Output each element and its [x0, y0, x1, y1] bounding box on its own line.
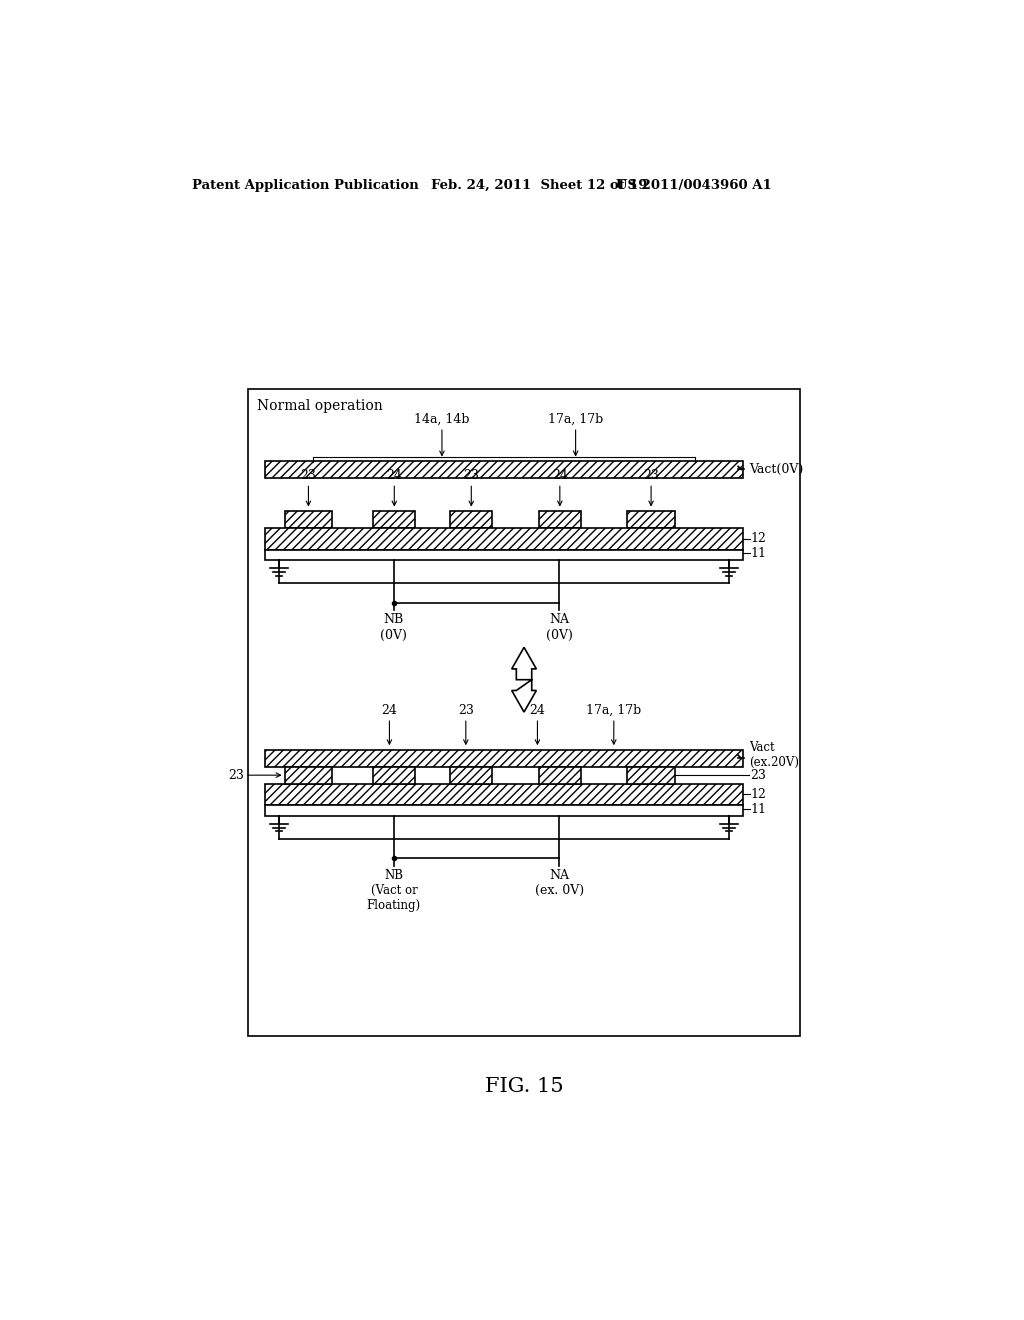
Bar	[248, 389, 801, 1036]
Text: 23: 23	[228, 768, 244, 781]
Text: FIG. 15: FIG. 15	[485, 1077, 564, 1096]
Bar	[285, 767, 333, 784]
Text: 23: 23	[300, 469, 316, 482]
Text: 12: 12	[751, 532, 766, 545]
Bar	[285, 511, 333, 528]
Bar	[628, 511, 675, 528]
Text: 17a, 17b: 17a, 17b	[548, 413, 603, 425]
Bar	[539, 767, 581, 784]
Bar	[451, 767, 493, 784]
Bar	[265, 528, 742, 549]
Bar	[628, 767, 675, 784]
Text: 17a, 17b: 17a, 17b	[586, 704, 641, 717]
Text: 24: 24	[382, 704, 397, 717]
Bar	[265, 461, 742, 478]
Bar	[265, 805, 742, 816]
Text: US 2011/0043960 A1: US 2011/0043960 A1	[615, 178, 771, 191]
Bar	[373, 511, 416, 528]
Text: NA
(0V): NA (0V)	[546, 614, 572, 642]
Text: 23: 23	[458, 704, 474, 717]
Bar	[373, 767, 416, 784]
Bar	[265, 784, 742, 805]
Bar	[451, 511, 493, 528]
Text: 14a, 14b: 14a, 14b	[414, 413, 470, 425]
Text: NB
(Vact or
Floating): NB (Vact or Floating)	[367, 869, 421, 912]
Text: 24: 24	[386, 469, 402, 482]
Text: Normal operation: Normal operation	[257, 400, 383, 413]
Text: 12: 12	[751, 788, 766, 801]
Text: 11: 11	[751, 803, 766, 816]
Text: NA
(ex. 0V): NA (ex. 0V)	[535, 869, 584, 898]
Bar	[539, 511, 581, 528]
Bar	[265, 750, 742, 767]
Text: 24: 24	[529, 704, 546, 717]
Text: 23: 23	[643, 469, 659, 482]
Text: 23: 23	[751, 768, 766, 781]
Bar	[265, 549, 742, 561]
Text: Patent Application Publication: Patent Application Publication	[193, 178, 419, 191]
Text: Feb. 24, 2011  Sheet 12 of 19: Feb. 24, 2011 Sheet 12 of 19	[431, 178, 647, 191]
Polygon shape	[512, 647, 537, 711]
Text: 23: 23	[463, 469, 479, 482]
Text: NB
(0V): NB (0V)	[381, 614, 408, 642]
Text: Vact
(ex.20V): Vact (ex.20V)	[749, 741, 799, 770]
Text: 24: 24	[552, 469, 567, 482]
Text: Vact(0V): Vact(0V)	[749, 463, 803, 477]
Text: 11: 11	[751, 546, 766, 560]
